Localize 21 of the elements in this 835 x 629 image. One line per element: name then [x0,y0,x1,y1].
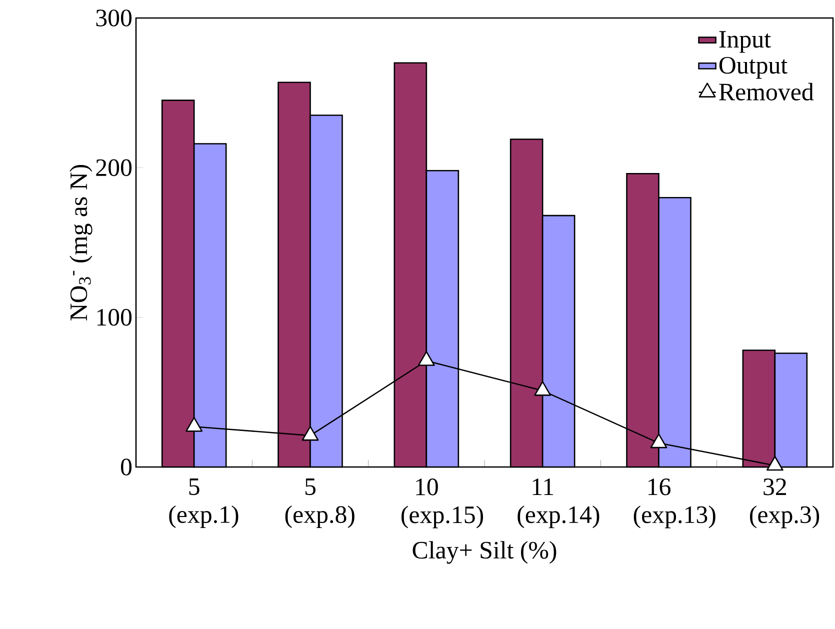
legend-label: Output [719,56,788,79]
y-axis-title: NO$_{3}$$^{-}$ (mg as N) [70,164,92,320]
y-tick-label: 0 [120,458,132,476]
x-tick-label: 10 (exp.15) [402,478,484,528]
point [766,456,784,471]
point [302,426,319,441]
x-tick-label: 11 (exp.14) [518,478,600,528]
x-tick-label: 16 (exp.13) [634,478,716,528]
y-tick-label: 300 [96,10,132,26]
point [186,416,203,432]
y-tick-label: 200 [96,159,132,176]
x-tick-label: 32 (exp.3) [750,478,820,528]
x-tick-label: 5 (exp.8) [285,478,354,528]
legend-label: Removed [719,82,814,100]
x-tick-label: 5 (exp.1) [169,478,238,528]
legend-label: Input [719,31,771,53]
point [650,433,668,448]
x-axis-title: Clay+ Silt (%) [412,541,556,564]
point [418,351,435,366]
point [534,381,552,396]
y-tick-label: 100 [97,308,132,326]
